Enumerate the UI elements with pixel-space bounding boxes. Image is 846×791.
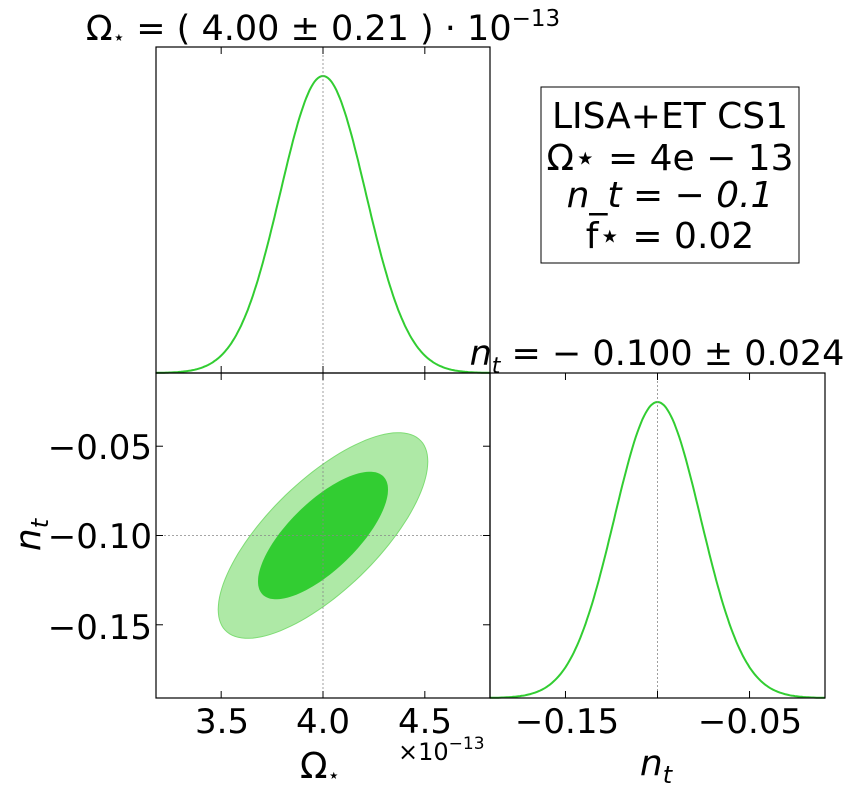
legend-box: LISA+ET CS1 Ω⋆ = 4e − 13 n_t = − 0.1 f⋆ … [540, 86, 800, 264]
omega-x-label: Ω⋆ [300, 746, 340, 787]
legend-nt: n_t = − 0.1 [567, 175, 774, 216]
x-tick-label: 3.5 [195, 702, 249, 742]
x-tick-label: −0.05 [698, 702, 802, 742]
nt-x-label: nt [640, 743, 674, 789]
omega-x-tick-labels: 3.5 4.0 4.5 [195, 702, 452, 742]
legend-fstar: f⋆ = 0.02 [586, 216, 754, 257]
x-tick-label: 4.5 [398, 702, 452, 742]
legend-title: LISA+ET CS1 [552, 96, 788, 137]
nt-y-label: nt [8, 517, 54, 551]
x-tick-label: −0.15 [515, 702, 619, 742]
nt-y-tick-labels: −0.05 −0.10 −0.15 [48, 428, 152, 648]
x-offset-text: ×10−13 [398, 734, 485, 766]
y-tick-label: −0.05 [48, 428, 152, 468]
legend-omega: Ω⋆ = 4e − 13 [546, 138, 793, 179]
x-tick-label: 4.0 [296, 702, 350, 742]
omega-title: Ω⋆ = ( 4.00 ± 0.21 ) · 10−13 [86, 6, 560, 49]
y-tick-label: −0.15 [48, 608, 152, 648]
tick-marks [156, 47, 751, 698]
y-tick-label: −0.10 [48, 517, 152, 557]
nt-title: nt = − 0.100 ± 0.024 [470, 334, 845, 379]
nt-x-tick-labels: −0.15 −0.05 [515, 702, 802, 742]
